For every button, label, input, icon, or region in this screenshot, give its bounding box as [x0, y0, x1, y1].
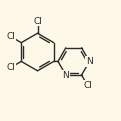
Text: N: N — [62, 71, 69, 79]
Text: Cl: Cl — [33, 17, 42, 26]
Text: N: N — [86, 57, 93, 66]
Text: Cl: Cl — [83, 81, 92, 90]
Text: Cl: Cl — [6, 63, 15, 72]
Text: Cl: Cl — [6, 32, 15, 41]
